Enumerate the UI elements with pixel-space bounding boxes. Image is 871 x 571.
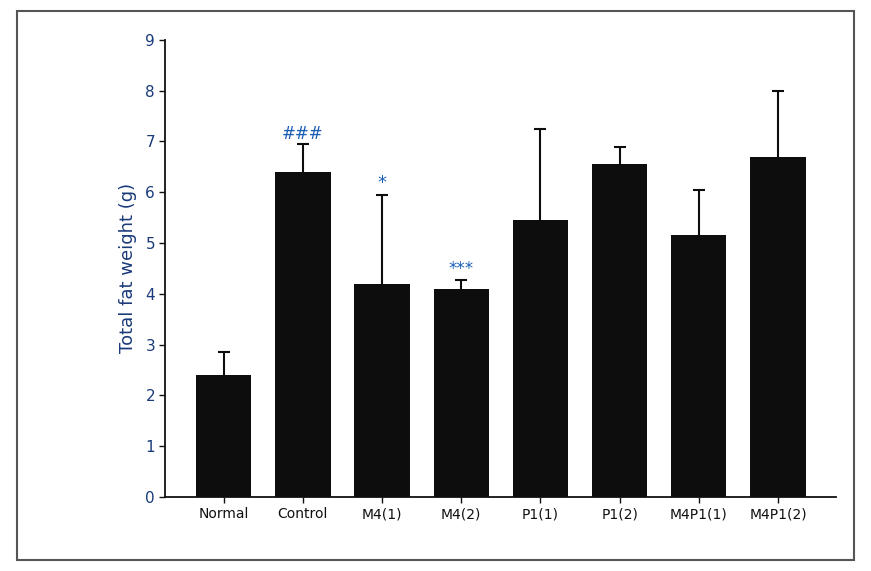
Y-axis label: Total fat weight (g): Total fat weight (g) (119, 183, 137, 353)
Bar (513, 220, 568, 497)
Text: ###: ### (282, 125, 324, 143)
Bar (434, 289, 489, 497)
Bar (354, 284, 409, 497)
Bar (750, 156, 806, 497)
Text: *: * (377, 174, 387, 192)
Bar (196, 375, 252, 497)
Bar (671, 235, 726, 497)
Text: ***: *** (449, 259, 474, 278)
Bar (592, 164, 647, 497)
Bar (275, 172, 331, 497)
